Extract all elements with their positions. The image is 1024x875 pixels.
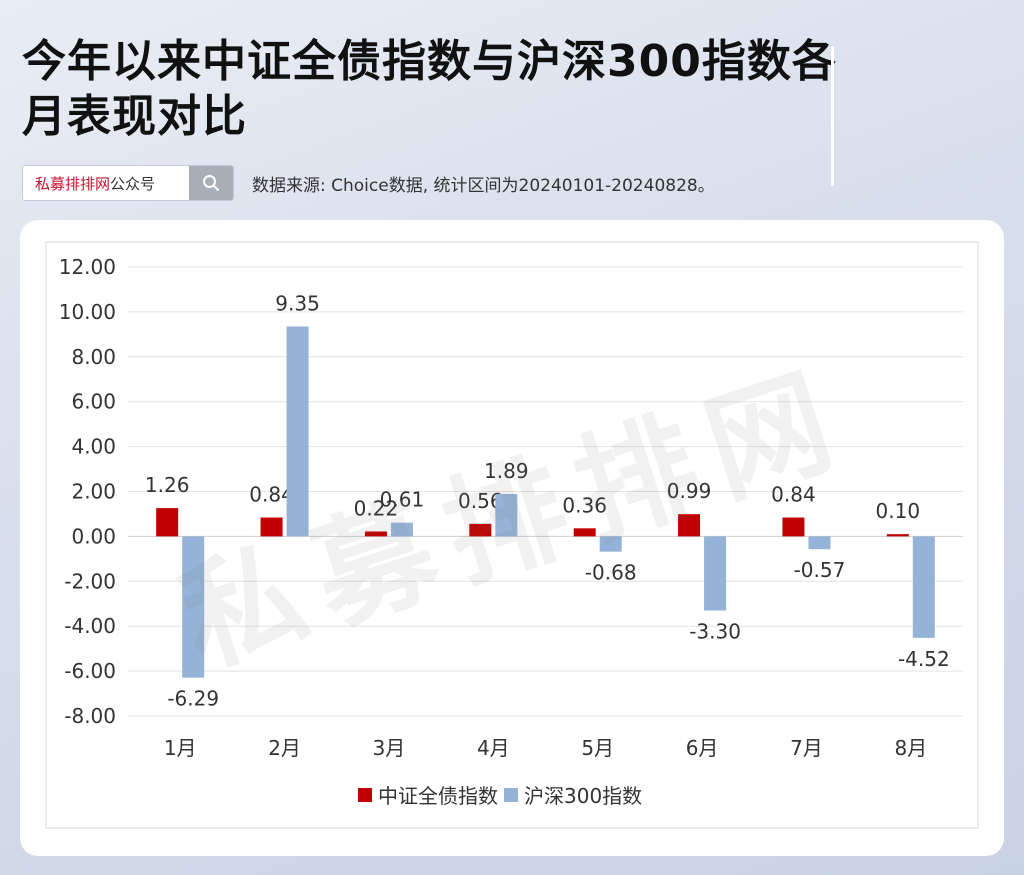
y-tick-label: -8.00: [64, 704, 116, 728]
x-tick-label: 8月: [894, 736, 927, 760]
bar-hs300: [390, 522, 413, 537]
y-tick-label: -2.00: [64, 569, 116, 593]
source-note: 数据来源: Choice数据, 统计区间为20240101-20240828。: [252, 175, 715, 196]
x-tick-label: 5月: [581, 736, 614, 760]
x-tick-label: 3月: [373, 736, 406, 760]
bar-chart: 12.00 10.00 8.00 6.00 4.00 2.00 0.00 -2.00 -4.00…: [45, 241, 979, 829]
bar-bond: [469, 523, 492, 537]
data-label: -0.57: [794, 558, 846, 582]
y-tick-label: 8.00: [71, 345, 116, 369]
legend-label-bond: 中证全债指数: [378, 784, 498, 808]
y-tick-label: 0.00: [71, 524, 116, 548]
legend-swatch-hs300: [504, 787, 518, 802]
y-tick-label: 6.00: [71, 390, 116, 414]
data-label: 0.56: [458, 489, 503, 513]
data-label: -4.52: [898, 647, 950, 671]
search-box[interactable]: 私募排排网 公众号: [22, 165, 234, 201]
x-tick-label: 7月: [790, 736, 823, 760]
bar-bond: [364, 531, 387, 537]
legend-item-hs300: 沪深300指数: [504, 780, 642, 809]
search-button[interactable]: [189, 166, 233, 200]
source-bar: 私募排排网 公众号 数据来源: Choice数据, 统计区间为20240101-2…: [22, 165, 715, 201]
bar-hs300: [808, 536, 831, 550]
data-label: -6.29: [167, 687, 219, 711]
bar-bond: [260, 517, 283, 537]
data-label: -3.30: [689, 619, 741, 643]
search-icon: [203, 175, 219, 191]
bar-bond: [678, 514, 701, 537]
x-tick-label: 2月: [268, 736, 301, 760]
data-label: 0.84: [249, 483, 294, 507]
bar-hs300: [599, 536, 622, 552]
x-tick-label: 4月: [477, 736, 510, 760]
data-label: 1.26: [145, 473, 190, 497]
x-tick-label: 1月: [164, 736, 197, 760]
legend-swatch-bond: [358, 787, 372, 802]
bar-hs300: [495, 493, 518, 537]
data-label: 0.84: [771, 483, 816, 507]
data-label: 0.36: [562, 493, 607, 517]
brand-name: 私募排排网: [35, 174, 111, 193]
bar-bond: [886, 534, 909, 537]
y-tick-label: -4.00: [64, 614, 116, 638]
bar-bond: [782, 517, 805, 537]
data-label: 0.22: [354, 496, 399, 520]
x-tick-label: 6月: [686, 736, 719, 760]
y-tick-label: -6.00: [64, 659, 116, 683]
bar-bond: [156, 508, 179, 537]
chart-card: 12.00 10.00 8.00 6.00 4.00 2.00 0.00 -2.00 -4.00…: [20, 220, 1004, 856]
brand-suffix: 公众号: [110, 174, 156, 193]
plot-border: [45, 241, 979, 829]
y-tick-label: 10.00: [59, 300, 116, 324]
data-label: 1.89: [484, 459, 529, 483]
bar-hs300: [182, 536, 205, 678]
divider-line: [831, 46, 834, 186]
page-title: 今年以来中证全债指数与沪深300指数各月表现对比: [22, 36, 837, 142]
y-tick-label: 4.00: [71, 435, 116, 459]
legend-item-bond: 中证全债指数: [358, 780, 498, 809]
y-tick-label: 2.00: [71, 480, 116, 504]
bar-hs300: [286, 326, 309, 537]
chart-legend: 中证全债指数 沪深300指数: [358, 780, 648, 809]
data-label: 0.99: [667, 479, 712, 503]
data-label: 0.61: [380, 488, 425, 512]
data-label: 9.35: [275, 291, 320, 315]
data-label: -0.68: [585, 561, 637, 585]
bar-hs300: [912, 536, 935, 638]
data-label: 0.10: [876, 499, 921, 523]
y-tick-label: 12.00: [59, 255, 116, 279]
legend-label-hs300: 沪深300指数: [524, 784, 643, 808]
bar-bond: [573, 528, 596, 537]
search-text[interactable]: 私募排排网 公众号: [23, 166, 189, 200]
bar-hs300: [704, 536, 727, 611]
